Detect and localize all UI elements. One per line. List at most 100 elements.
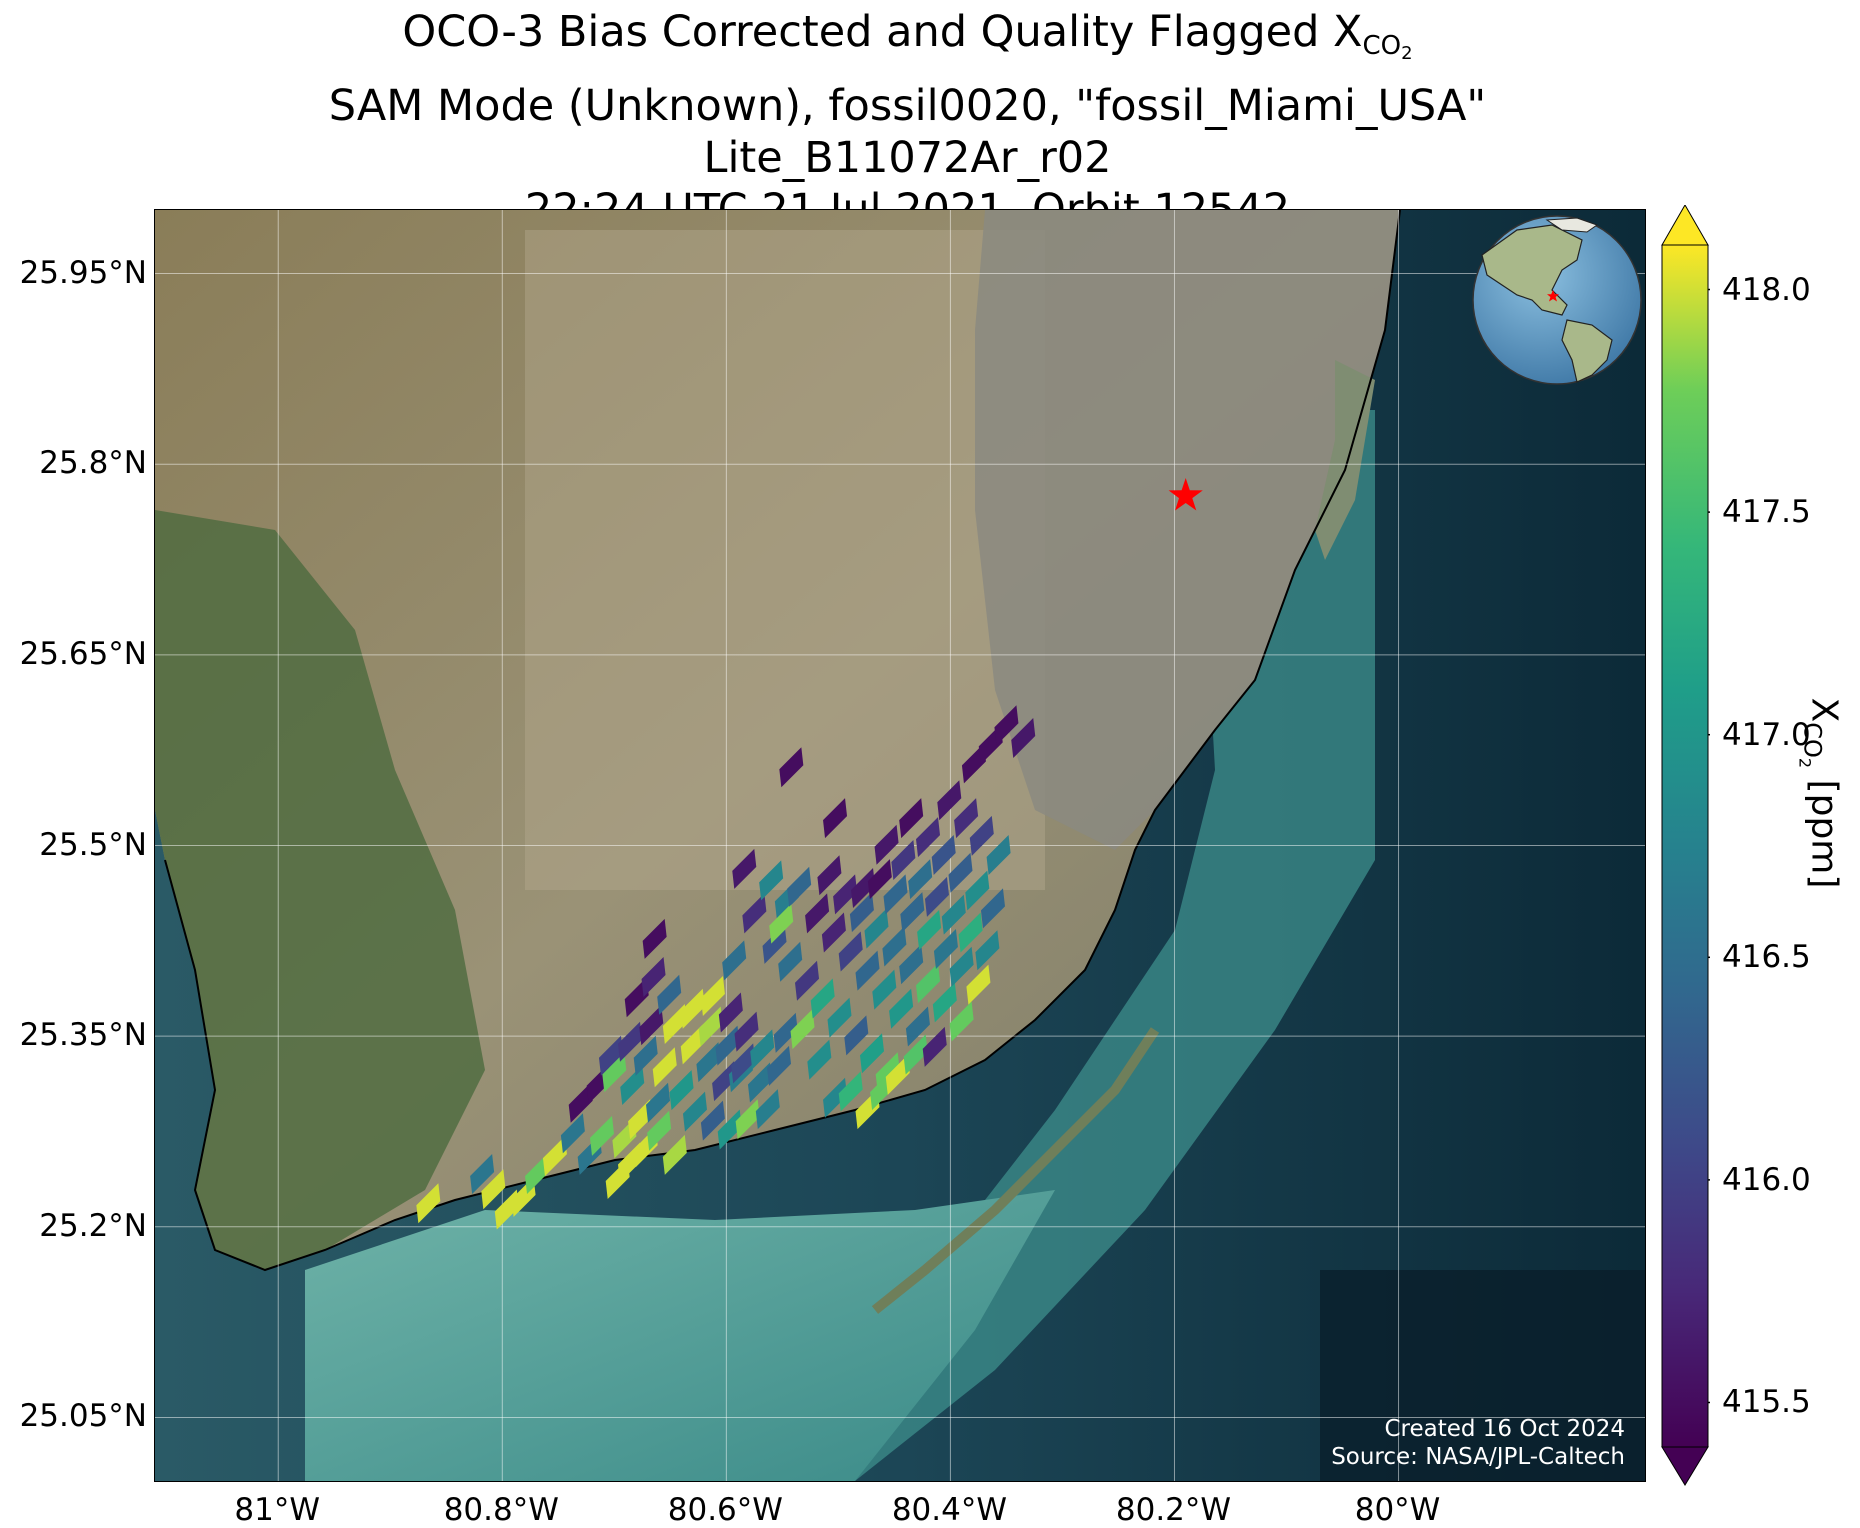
lon-tick-label: 80.2°W bbox=[1115, 1492, 1232, 1528]
imagery-tile bbox=[525, 230, 1045, 890]
map-title: OCO-3 Bias Corrected and Quality Flagged… bbox=[0, 6, 1815, 236]
colorbar-tick-label: 417.5 bbox=[1722, 494, 1811, 531]
xco2-sounding bbox=[891, 840, 916, 881]
xco2-sounding bbox=[916, 817, 941, 858]
xco2-sounding bbox=[833, 874, 858, 915]
xco2-sounding bbox=[908, 859, 933, 900]
coastline bbox=[164, 210, 1401, 1272]
xco2-sounding bbox=[646, 1082, 671, 1123]
xco2-sounding bbox=[949, 946, 974, 987]
credits: Created 16 Oct 2024 Source: NASA/JPL-Cal… bbox=[1331, 1415, 1625, 1471]
xco2-sounding bbox=[669, 1070, 694, 1111]
lat-tick-label: 25.05°N bbox=[19, 1398, 147, 1435]
xco2-sounding bbox=[931, 834, 956, 875]
xco2-sounding bbox=[937, 780, 962, 821]
xco2-sounding bbox=[958, 912, 983, 953]
xco2-sounding bbox=[598, 1035, 623, 1076]
xco2-sounding bbox=[966, 964, 991, 1005]
lat-tick-label: 25.65°N bbox=[19, 635, 147, 672]
inset-globe bbox=[1472, 215, 1642, 385]
colorbar-tick-label: 417.0 bbox=[1722, 716, 1811, 753]
xco2-sounding bbox=[882, 926, 907, 967]
xco2-sounding bbox=[662, 1134, 687, 1175]
xco2-sounding bbox=[917, 909, 942, 950]
xco2-sounding bbox=[883, 874, 908, 915]
florida-keys bbox=[871, 1027, 1160, 1314]
lat-tick-label: 25.2°N bbox=[39, 1207, 147, 1244]
xco2-sounding bbox=[838, 1071, 863, 1112]
xco2-sounding bbox=[855, 950, 880, 991]
xco2-sounding bbox=[965, 870, 990, 911]
xco2-sounding bbox=[717, 1109, 742, 1150]
title-line-1: OCO-3 Bias Corrected and Quality Flagged… bbox=[402, 7, 1413, 64]
data-source: Source: NASA/JPL-Caltech bbox=[1331, 1444, 1625, 1470]
xco2-sounding bbox=[864, 908, 889, 949]
xco2-sounding bbox=[696, 1042, 721, 1083]
target-star-marker bbox=[1168, 478, 1203, 511]
xco2-sounding bbox=[954, 798, 979, 839]
satellite-map[interactable] bbox=[155, 210, 1645, 1481]
gridlines bbox=[155, 210, 1645, 1481]
xco2-sounding bbox=[872, 969, 897, 1010]
xco2-sounding bbox=[969, 815, 994, 856]
map-panel[interactable]: Created 16 Oct 2024 Source: NASA/JPL-Cal… bbox=[154, 209, 1646, 1482]
xco2-sounding bbox=[941, 894, 966, 935]
xco2-sounding bbox=[790, 1009, 815, 1050]
lon-tick-label: 81°W bbox=[234, 1492, 321, 1528]
lat-tick-label: 25.8°N bbox=[39, 445, 147, 482]
xco2-sounding bbox=[986, 834, 1011, 875]
xco2-sounding bbox=[905, 1006, 930, 1047]
xco2-sounding bbox=[899, 798, 924, 839]
lat-tick-label: 25.35°N bbox=[19, 1017, 147, 1054]
xco2-sounding bbox=[807, 1039, 832, 1080]
xco2-sounding bbox=[821, 912, 846, 953]
xco2-sounding bbox=[718, 992, 743, 1033]
xco2-sounding bbox=[680, 988, 705, 1029]
globe-star-icon bbox=[1547, 290, 1559, 302]
xco2-sounding bbox=[747, 1062, 772, 1103]
xco2-sounding bbox=[682, 1091, 707, 1132]
title-line-3: Lite_B11072Ar_r02 bbox=[703, 133, 1112, 183]
xco2-sounding bbox=[849, 892, 874, 933]
xco2-sounding bbox=[560, 1113, 585, 1154]
colorbar bbox=[1661, 205, 1710, 1486]
xco2-sounding bbox=[975, 930, 1000, 971]
xco2-sounding bbox=[525, 1153, 550, 1194]
xco2-sounding bbox=[416, 1183, 441, 1224]
xco2-sounding bbox=[903, 1034, 928, 1075]
lon-tick-label: 80.6°W bbox=[667, 1492, 783, 1528]
xco2-sounding bbox=[769, 903, 794, 944]
xco2-sounding bbox=[924, 876, 949, 917]
xco2-sounding bbox=[949, 1001, 974, 1042]
lon-tick-label: 80.4°W bbox=[891, 1492, 1007, 1528]
colorbar-tick-label: 418.0 bbox=[1722, 271, 1811, 308]
xco2-sounding bbox=[731, 1043, 756, 1084]
xco2-sounding bbox=[994, 705, 1019, 746]
xco2-sounding bbox=[759, 860, 784, 901]
xco2-sounding bbox=[680, 1024, 705, 1065]
xco2-sounding bbox=[773, 1012, 798, 1053]
xco2-sounding bbox=[810, 978, 835, 1019]
xco2-sounding bbox=[874, 824, 899, 865]
lon-tick-label: 80.8°W bbox=[443, 1492, 559, 1528]
xco2-sounding bbox=[795, 960, 820, 1001]
xco2-sounding bbox=[657, 974, 682, 1015]
xco2-sounding bbox=[698, 1006, 723, 1047]
xco2-sounding bbox=[481, 1169, 506, 1210]
xco2-sounding bbox=[838, 931, 863, 972]
xco2-sounding bbox=[922, 1026, 947, 1067]
xco2-sounding bbox=[851, 867, 876, 908]
xco2-soundings bbox=[416, 705, 1036, 1230]
xco2-sounding bbox=[628, 1099, 653, 1140]
xco2-sounding bbox=[750, 1029, 775, 1070]
xco2-sounding bbox=[602, 1052, 627, 1093]
xco2-sounding bbox=[817, 855, 842, 896]
xco2-sounding bbox=[700, 1100, 725, 1141]
barrier-island bbox=[1315, 360, 1375, 560]
xco2-sounding bbox=[470, 1153, 495, 1194]
colorbar-tick-label: 416.5 bbox=[1722, 939, 1811, 976]
xco2-sounding bbox=[734, 1011, 759, 1052]
xco2-sounding bbox=[715, 1025, 740, 1066]
xco2-sounding bbox=[1011, 718, 1036, 759]
xco2-sounding bbox=[916, 963, 941, 1004]
